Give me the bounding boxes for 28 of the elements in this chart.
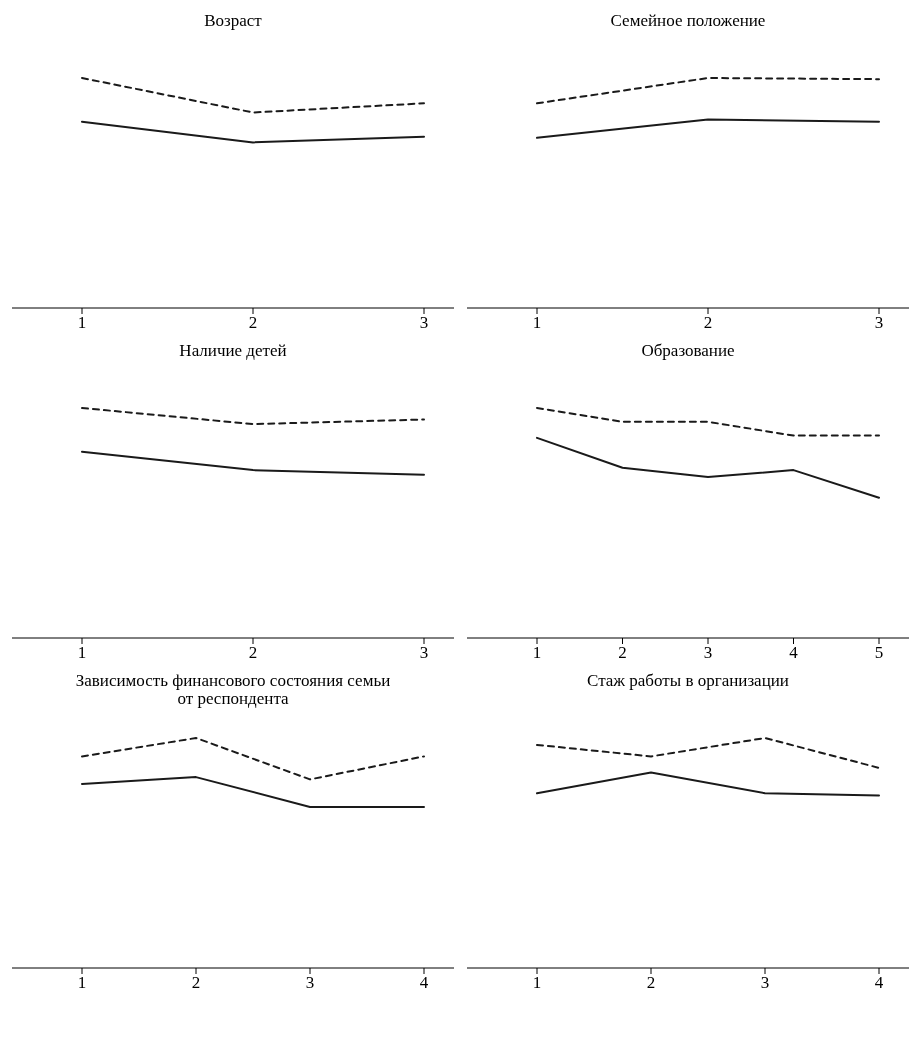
chart-title: Образование xyxy=(640,340,736,362)
x-tick-label: 3 xyxy=(419,643,429,663)
x-tick-label: 3 xyxy=(760,973,770,993)
chart-title: Семейное положение xyxy=(609,10,767,32)
x-tick-label: 3 xyxy=(305,973,315,993)
chart-title: Наличие детей xyxy=(178,340,288,362)
x-tick-label: 2 xyxy=(248,643,258,663)
x-tick-label: 5 xyxy=(874,643,884,663)
x-tick-label: 4 xyxy=(874,973,884,993)
x-tick-label: 1 xyxy=(532,973,542,993)
x-tick-label: 1 xyxy=(77,973,87,993)
x-tick-label: 4 xyxy=(789,643,799,663)
x-tick-label: 2 xyxy=(191,973,201,993)
chart-title: Зависимость финансового состояния семьи от респондента xyxy=(74,670,392,710)
x-tick-label: 3 xyxy=(874,313,884,333)
x-tick-label: 3 xyxy=(419,313,429,333)
x-tick-label: 1 xyxy=(532,313,542,333)
x-tick-label: 2 xyxy=(703,313,713,333)
x-tick-label: 2 xyxy=(248,313,258,333)
chart-title: Возраст xyxy=(203,10,263,32)
x-tick-label: 1 xyxy=(77,313,87,333)
x-tick-label: 1 xyxy=(532,643,542,663)
x-tick-label: 2 xyxy=(618,643,627,663)
chart-title: Стаж работы в организации xyxy=(586,670,790,692)
x-tick-label: 3 xyxy=(703,643,713,663)
x-tick-label: 2 xyxy=(646,973,656,993)
x-tick-label: 4 xyxy=(419,973,429,993)
x-tick-label: 1 xyxy=(77,643,87,663)
